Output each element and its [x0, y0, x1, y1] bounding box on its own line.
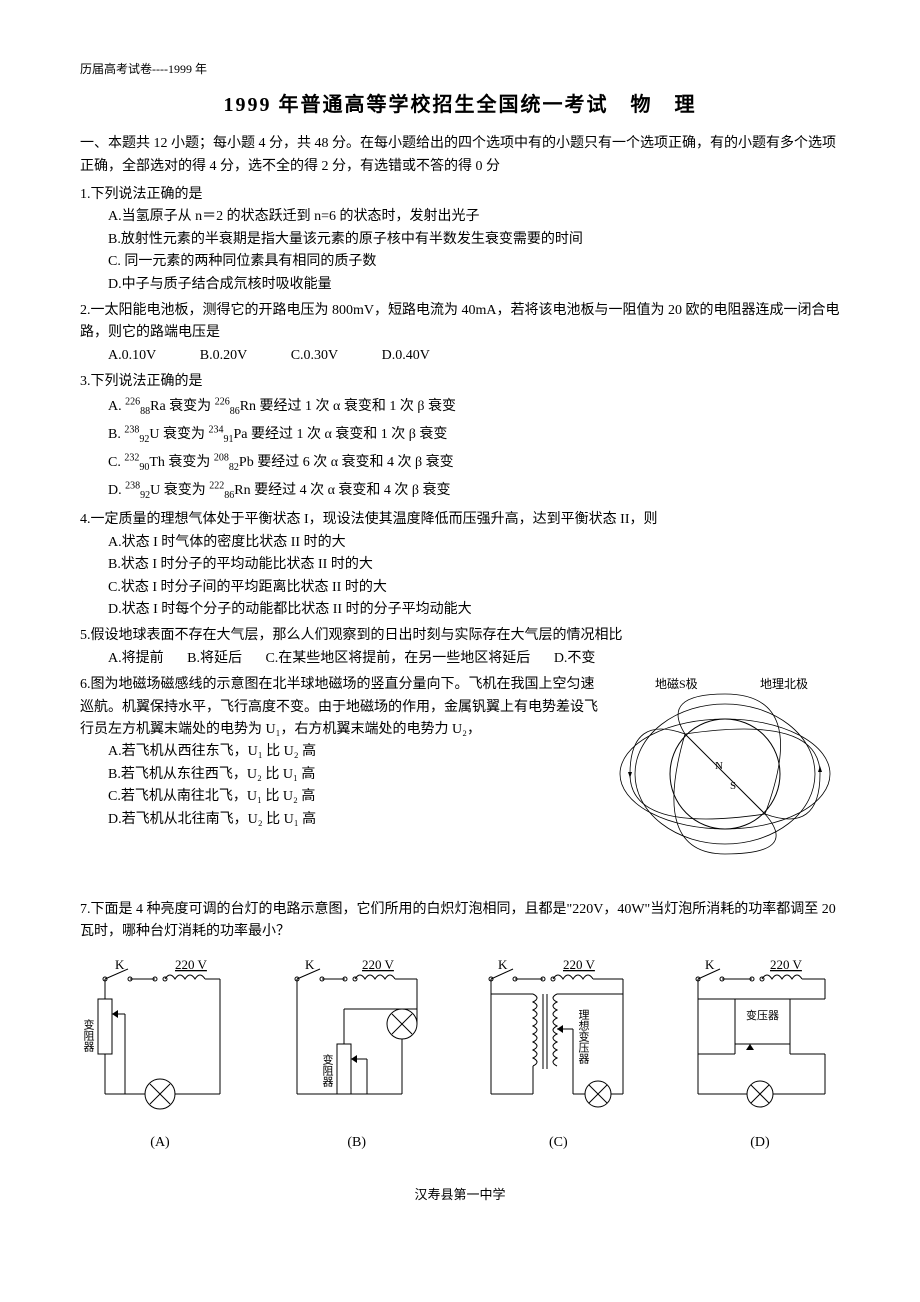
svg-text:N: N — [715, 760, 723, 772]
circuit-C: K 220 V — [473, 954, 643, 1155]
q1-optC: C. 同一元素的两种同位素具有相同的质子数 — [108, 251, 840, 273]
q3-stem: 3.下列说法正确的是 — [80, 371, 840, 393]
svg-text:理想变压器: 理想变压器 — [577, 1008, 590, 1064]
q3-optB: B. 23892U 衰变为 23491Pa 要经过 1 次 α 衰变和 1 次 … — [108, 421, 840, 449]
circuit-B-label: (B) — [277, 1132, 437, 1154]
question-4: 4.一定质量的理想气体处于平衡状态 I，现设法使其温度降低而压强升高，达到平衡状… — [80, 509, 840, 621]
section-intro: 一、本题共 12 小题；每小题 4 分，共 48 分。在每小题给出的四个选项中有… — [80, 133, 840, 178]
svg-text:220 V: 220 V — [770, 957, 803, 972]
q5-optA: A.将提前 — [108, 651, 164, 666]
q5-stem: 5.假设地球表面不存在大气层，那么人们观察到的日出时刻与实际存在大气层的情况相比 — [80, 625, 840, 647]
circuit-B: K 220 V — [277, 954, 437, 1155]
svg-text:220 V: 220 V — [563, 957, 596, 972]
circuit-D-label: (D) — [680, 1132, 840, 1154]
q5-optC: C.在某些地区将提前，在另一些地区将延后 — [265, 651, 530, 666]
question-3: 3.下列说法正确的是 A. 22688Ra 衰变为 22686Rn 要经过 1 … — [80, 371, 840, 505]
q4-optC: C.状态 I 时分子间的平均距离比状态 II 时的大 — [108, 577, 840, 599]
q3-optD: D. 23892U 衰变为 22286Rn 要经过 4 次 α 衰变和 4 次 … — [108, 477, 840, 505]
question-6: 地磁S极 地理北极 N S 6.图为地磁场磁感线的示意图在北半球地磁场的竖直分量… — [80, 674, 840, 872]
fig-label-s: 地磁S极 — [655, 676, 698, 691]
q3-optA: A. 22688Ra 衰变为 22686Rn 要经过 1 次 α 衰变和 1 次… — [108, 393, 840, 421]
header-note: 历届高考试卷----1999 年 — [80, 60, 840, 79]
fig-label-n: 地理北极 — [760, 677, 808, 691]
svg-text:变阻器: 变阻器 — [321, 1052, 334, 1087]
svg-text:220 V: 220 V — [362, 957, 395, 972]
question-5: 5.假设地球表面不存在大气层，那么人们观察到的日出时刻与实际存在大气层的情况相比… — [80, 625, 840, 670]
footer: 汉寿县第一中学 — [80, 1185, 840, 1206]
svg-text:K: K — [115, 957, 125, 972]
circuit-A-label: (A) — [80, 1132, 240, 1154]
q2-optD: D.0.40V — [382, 345, 430, 367]
svg-text:K: K — [305, 957, 315, 972]
q2-optA: A.0.10V — [108, 345, 156, 367]
q2-optB: B.0.20V — [200, 345, 247, 367]
question-1: 1.下列说法正确的是 A.当氢原子从 n＝2 的状态跃迁到 n=6 的状态时，发… — [80, 184, 840, 296]
q4-optD: D.状态 I 时每个分子的动能都比状态 II 时的分子平均动能大 — [108, 599, 840, 621]
svg-text:S: S — [730, 780, 736, 792]
q1-optD: D.中子与质子结合成氘核时吸收能量 — [108, 274, 840, 296]
q3-optC: C. 23290Th 衰变为 20882Pb 要经过 6 次 α 衰变和 4 次… — [108, 449, 840, 477]
svg-text:K: K — [498, 957, 508, 972]
q4-optB: B.状态 I 时分子的平均动能比状态 II 时的大 — [108, 554, 840, 576]
q1-optA: A.当氢原子从 n＝2 的状态跃迁到 n=6 的状态时，发射出光子 — [108, 206, 840, 228]
q2-optC: C.0.30V — [291, 345, 338, 367]
q4-stem: 4.一定质量的理想气体处于平衡状态 I，现设法使其温度降低而压强升高，达到平衡状… — [80, 509, 840, 531]
page-title: 1999 年普通高等学校招生全国统一考试 物 理 — [80, 89, 840, 121]
question-7: 7.下面是 4 种亮度可调的台灯的电路示意图，它们所用的白炽灯泡相同，且都是"2… — [80, 899, 840, 1155]
q5-optB: B.将延后 — [187, 651, 242, 666]
circuit-A: K 220 V 变阻器 — [80, 954, 240, 1155]
circuit-diagrams: K 220 V 变阻器 — [80, 954, 840, 1155]
geomagnetic-figure: 地磁S极 地理北极 N S — [610, 674, 840, 872]
q2-stem: 2.一太阳能电池板，测得它的开路电压为 800mV，短路电流为 40mA，若将该… — [80, 300, 840, 345]
svg-text:K: K — [705, 957, 715, 972]
circuit-C-label: (C) — [473, 1132, 643, 1154]
q4-optA: A.状态 I 时气体的密度比状态 II 时的大 — [108, 532, 840, 554]
question-2: 2.一太阳能电池板，测得它的开路电压为 800mV，短路电流为 40mA，若将该… — [80, 300, 840, 367]
svg-text:变阻器: 变阻器 — [82, 1017, 95, 1052]
q5-optD: D.不变 — [554, 651, 596, 666]
svg-text:变压器: 变压器 — [746, 1008, 779, 1022]
circuit-D: K 220 V 变压器 — [680, 954, 840, 1155]
q7-stem: 7.下面是 4 种亮度可调的台灯的电路示意图，它们所用的白炽灯泡相同，且都是"2… — [80, 899, 840, 944]
svg-text:220 V: 220 V — [175, 957, 208, 972]
q1-stem: 1.下列说法正确的是 — [80, 184, 840, 206]
q1-optB: B.放射性元素的半衰期是指大量该元素的原子核中有半数发生衰变需要的时间 — [108, 229, 840, 251]
